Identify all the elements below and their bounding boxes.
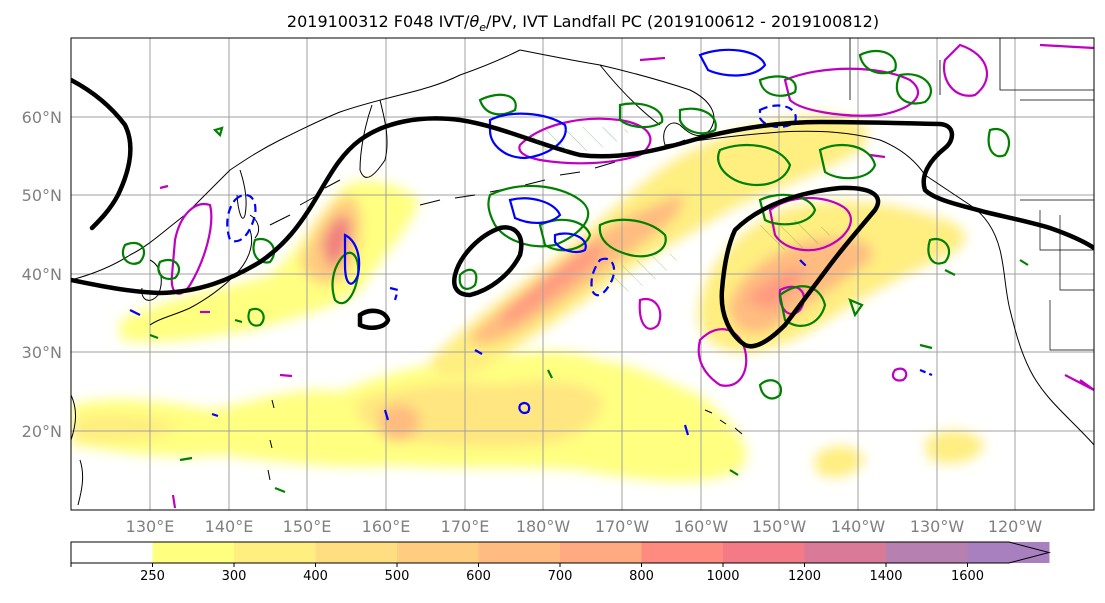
colorbar-segment bbox=[886, 542, 968, 563]
lon-tick-label: 140°W bbox=[831, 517, 886, 536]
theta-e-negative-contours bbox=[129, 48, 933, 436]
colorbar-segment bbox=[71, 542, 153, 563]
colorbar-segment bbox=[478, 542, 561, 563]
colorbar-tick-label: 1400 bbox=[869, 569, 902, 584]
map-content bbox=[71, 38, 1094, 510]
lon-tick-label: 160°E bbox=[362, 517, 411, 536]
colorbar-segment bbox=[397, 542, 479, 563]
lon-tick-label: 140°E bbox=[205, 517, 254, 536]
colorbar-tick-label: 1600 bbox=[951, 569, 984, 584]
colorbar-tick-label: 800 bbox=[629, 569, 654, 584]
coastlines bbox=[71, 38, 1094, 506]
lon-tick-label: 160°W bbox=[674, 517, 729, 536]
colorbar-segment bbox=[723, 542, 805, 563]
lon-tick-label: 120°W bbox=[988, 517, 1043, 536]
colorbar-segment bbox=[152, 542, 235, 563]
colorbar-outline bbox=[70, 541, 1051, 564]
theta-e-positive-contours bbox=[121, 49, 1029, 494]
colorbar-segment bbox=[641, 542, 724, 563]
colorbar-segment bbox=[560, 542, 642, 563]
colorbar-tick-label: 1200 bbox=[788, 569, 821, 584]
lat-tick-label: 30°N bbox=[22, 343, 62, 362]
lat-tick-label: 50°N bbox=[22, 186, 62, 205]
hatched-regions bbox=[520, 126, 830, 295]
lat-tick-label: 60°N bbox=[22, 108, 62, 127]
map-border bbox=[70, 37, 1095, 511]
lon-tick-label: 130°E bbox=[126, 517, 175, 536]
lon-tick-label: 150°W bbox=[752, 517, 807, 536]
colorbar-tick-label: 500 bbox=[385, 569, 410, 584]
lon-tick-label: 170°W bbox=[595, 517, 650, 536]
colorbar-tick-label: 250 bbox=[140, 569, 165, 584]
colorbar-tick-label: 700 bbox=[548, 569, 573, 584]
lon-tick-label: 130°W bbox=[910, 517, 965, 536]
latitude-labels: 20°N 30°N 40°N 50°N 60°N bbox=[22, 108, 62, 441]
colorbar-segment bbox=[234, 542, 316, 563]
lon-tick-label: 150°E bbox=[283, 517, 332, 536]
colorbar-tick-label: 600 bbox=[466, 569, 491, 584]
ivt-landfall-pc-contours bbox=[71, 77, 1094, 349]
longitude-labels: 130°E 140°E 150°E 160°E 170°E 180°W 170°W 160°W… bbox=[126, 517, 1043, 536]
lon-tick-label: 170°E bbox=[441, 517, 490, 536]
lat-tick-label: 40°N bbox=[22, 265, 62, 284]
lat-tick-label: 20°N bbox=[22, 422, 62, 441]
lon-tick-label: 180°W bbox=[516, 517, 571, 536]
graticule bbox=[71, 38, 1094, 510]
colorbar-tick-label: 300 bbox=[222, 569, 247, 584]
colorbar-segment bbox=[804, 542, 887, 563]
colorbar: 250 300 400 500 600 700 800 1000 1200 1400 1600 bbox=[70, 541, 1051, 584]
colorbar-tick-label: 1000 bbox=[706, 569, 739, 584]
pv-contours bbox=[159, 43, 1094, 509]
chart-title: 2019100312 F048 IVT/θe/PV, IVT Landfall … bbox=[287, 12, 879, 34]
colorbar-tick-label: 400 bbox=[303, 569, 328, 584]
colorbar-segment bbox=[315, 542, 398, 563]
